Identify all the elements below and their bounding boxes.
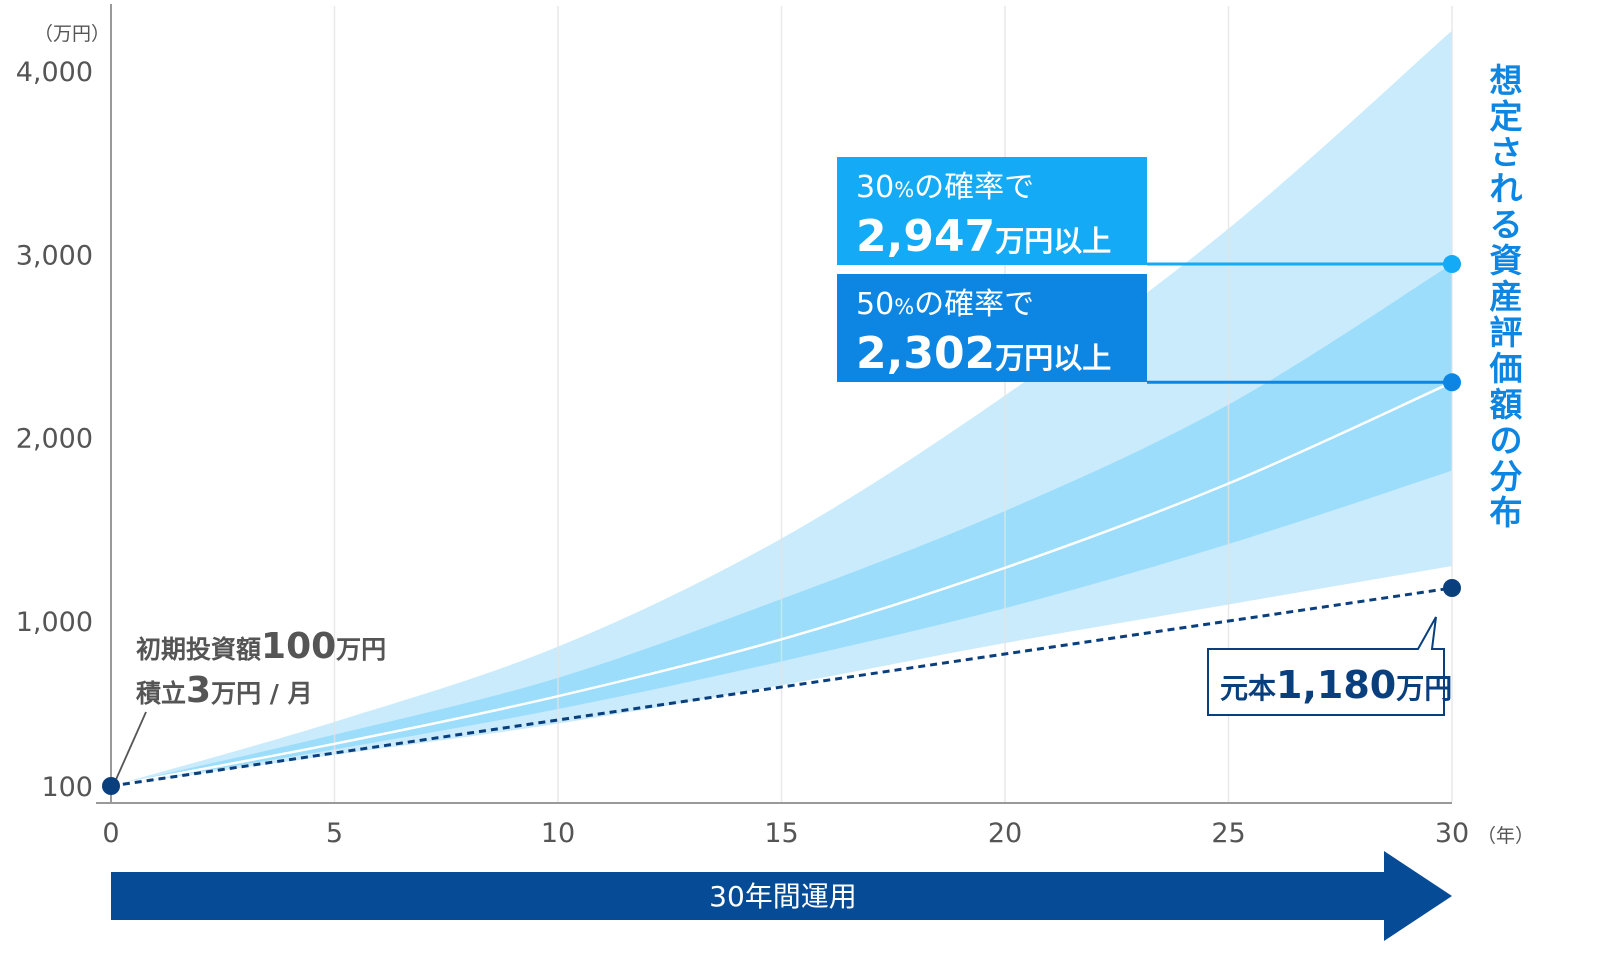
callout-30pct-unit: 万円以上 <box>995 224 1111 258</box>
x-tick-30: 30 <box>1435 818 1469 849</box>
callout-30pct-box <box>837 157 1147 265</box>
y-axis-unit: （万円） <box>34 23 110 45</box>
x-tick-15: 15 <box>764 818 798 849</box>
side-title-char: れ <box>1490 169 1523 208</box>
callout-30pct-caption: の確率で <box>914 170 1034 205</box>
y-tick-2000: 2,000 <box>16 424 93 455</box>
start-note-monthly-label: 積立 <box>136 679 186 708</box>
start-note-initial-amount: 100 <box>261 626 336 667</box>
outer-probability-band <box>111 30 1452 786</box>
side-title-char: さ <box>1490 133 1523 172</box>
callout-50pct-line1: 50%の確率で <box>856 287 1034 322</box>
side-title-char: 布 <box>1490 493 1523 532</box>
principal-end-marker <box>1443 579 1461 597</box>
start-note-monthly-unit: 万円 / 月 <box>211 679 313 708</box>
callout-50pct-unit: 万円以上 <box>995 341 1111 375</box>
principal-callout-text: 元本1,180万円 <box>1220 663 1452 707</box>
principal-amount: 1,180 <box>1276 663 1396 707</box>
x-axis-unit: （年） <box>1477 825 1534 847</box>
principal-callout-box <box>1207 616 1445 716</box>
start-note-line2: 積立3万円 / 月 <box>136 670 313 711</box>
side-title-char: 額 <box>1490 385 1523 424</box>
side-title-char: 想 <box>1490 61 1523 100</box>
callout-50pct-box <box>837 274 1147 382</box>
x-tick-0: 0 <box>102 818 119 849</box>
callout-30pct-marker <box>1443 255 1461 274</box>
callout-30pct-line1: 30%の確率で <box>856 170 1034 205</box>
callout-30pct-percent-sign: % <box>894 178 914 202</box>
start-note-line1: 初期投資額100万円 <box>136 626 386 667</box>
callout-30pct-amount: 2,947 <box>856 211 995 262</box>
side-title-char: る <box>1490 205 1523 244</box>
inner-probability-band <box>111 264 1452 786</box>
period-arrow <box>111 851 1452 941</box>
principal-label: 元本 <box>1220 672 1276 705</box>
side-title-char: の <box>1490 421 1523 460</box>
callout-50pct-amount: 2,302 <box>856 328 995 379</box>
y-tick-3000: 3,000 <box>16 240 93 271</box>
callout-50pct-caption: の確率で <box>914 287 1034 322</box>
x-tick-20: 20 <box>988 818 1022 849</box>
side-title-char: 資 <box>1490 241 1523 280</box>
side-title-char: 産 <box>1490 277 1523 316</box>
y-tick-100: 100 <box>41 772 93 803</box>
start-point-marker <box>102 777 120 795</box>
side-title-char: 定 <box>1490 97 1523 136</box>
callout-50pct: 50%の確率で 2,302万円以上 <box>837 274 1461 392</box>
x-tick-25: 25 <box>1211 818 1245 849</box>
callout-30pct: 30%の確率で 2,947万円以上 <box>837 157 1461 274</box>
start-note-initial-label: 初期投資額 <box>136 635 261 664</box>
principal-line <box>110 586 1453 788</box>
principal-unit: 万円 <box>1396 672 1452 705</box>
callout-50pct-percent-sign: % <box>894 295 914 319</box>
side-title-char: 価 <box>1489 349 1523 388</box>
x-tick-5: 5 <box>326 818 343 849</box>
callout-30pct-percent: 30 <box>856 170 894 205</box>
x-tick-10: 10 <box>541 818 575 849</box>
y-tick-labels: 100 1,000 2,000 3,000 4,000 <box>16 57 93 803</box>
callout-50pct-value: 2,302万円以上 <box>856 328 1111 379</box>
y-tick-1000: 1,000 <box>16 607 93 638</box>
callout-50pct-percent: 50 <box>856 287 894 322</box>
x-tick-labels: 0 5 10 15 20 25 30 <box>102 818 1469 849</box>
period-arrow-label: 30年間運用 <box>709 880 857 913</box>
side-title-char: 評 <box>1490 313 1523 352</box>
start-note-initial-unit: 万円 <box>336 635 386 664</box>
callout-30pct-value: 2,947万円以上 <box>856 211 1111 262</box>
callout-50pct-marker <box>1443 373 1461 392</box>
start-note-leader <box>113 711 147 785</box>
side-title-char: 分 <box>1490 457 1523 496</box>
start-note-monthly-amount: 3 <box>186 670 211 711</box>
y-tick-4000: 4,000 <box>16 57 93 88</box>
median-line <box>110 381 1453 788</box>
